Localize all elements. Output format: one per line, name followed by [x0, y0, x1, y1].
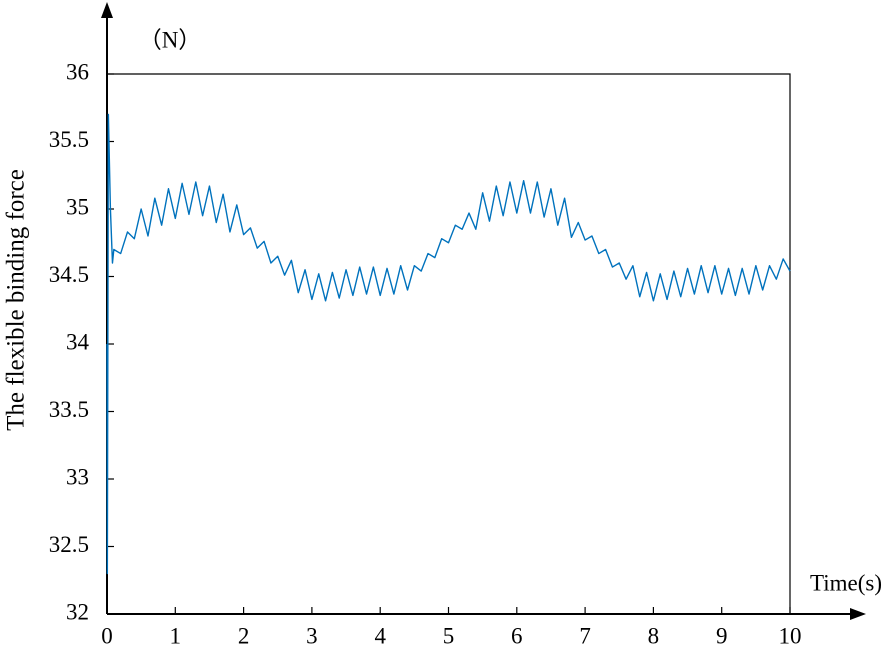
y-tick-label: 32.5 [49, 532, 89, 557]
y-tick-label: 34.5 [49, 262, 89, 287]
x-tick-label: 8 [648, 623, 660, 648]
y-tick-label: 35 [66, 194, 89, 219]
y-tick-label: 35.5 [49, 127, 89, 152]
y-axis-label: The flexible binding force [3, 169, 30, 431]
x-axis-label: Time(s) [810, 570, 882, 595]
y-tick-label: 36 [66, 59, 89, 84]
x-tick-label: 1 [170, 623, 182, 648]
x-tick-label: 5 [443, 623, 455, 648]
plot-frame [107, 73, 791, 614]
x-tick-label: 2 [238, 623, 250, 648]
y-axis-arrow [101, 2, 113, 18]
x-tick-label: 0 [101, 623, 113, 648]
x-tick-label: 3 [306, 623, 318, 648]
x-tick-label: 4 [374, 623, 386, 648]
x-tick-label: 7 [579, 623, 591, 648]
y-tick-label: 33 [66, 464, 89, 489]
y-tick-label: 34 [66, 329, 90, 354]
x-axis-arrow [850, 608, 866, 620]
y-tick-label: 32 [66, 599, 89, 624]
x-tick-label: 6 [511, 623, 523, 648]
x-tick-label: 9 [716, 623, 728, 648]
y-tick-label: 33.5 [49, 397, 89, 422]
y-unit: （N） [139, 27, 202, 52]
x-tick-label: 10 [779, 623, 802, 648]
data-line [106, 113, 791, 575]
